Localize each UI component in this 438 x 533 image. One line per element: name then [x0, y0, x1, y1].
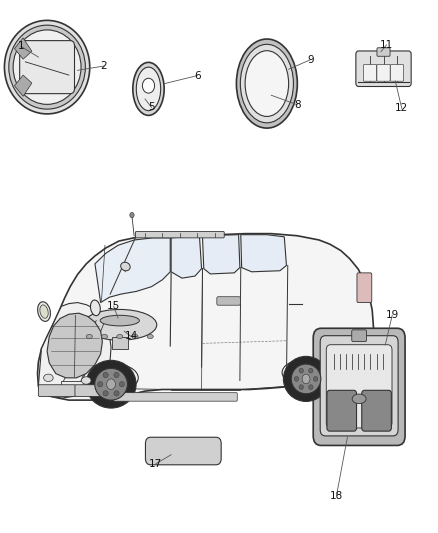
- Text: 2: 2: [100, 61, 107, 71]
- Ellipse shape: [100, 316, 139, 326]
- Ellipse shape: [352, 394, 366, 403]
- Ellipse shape: [98, 382, 103, 387]
- FancyBboxPatch shape: [364, 64, 377, 81]
- Ellipse shape: [114, 373, 119, 378]
- Ellipse shape: [136, 67, 161, 111]
- Ellipse shape: [309, 368, 313, 373]
- Ellipse shape: [84, 364, 138, 392]
- FancyBboxPatch shape: [320, 336, 398, 436]
- Ellipse shape: [86, 334, 92, 338]
- Circle shape: [142, 78, 155, 93]
- FancyBboxPatch shape: [352, 330, 367, 342]
- FancyBboxPatch shape: [377, 48, 390, 56]
- Text: 18: 18: [330, 490, 343, 500]
- Ellipse shape: [103, 391, 108, 396]
- Ellipse shape: [83, 310, 157, 340]
- FancyBboxPatch shape: [390, 64, 404, 81]
- Ellipse shape: [299, 385, 304, 390]
- Text: 19: 19: [385, 310, 399, 320]
- Text: 14: 14: [124, 332, 138, 342]
- Text: 9: 9: [307, 55, 314, 64]
- Ellipse shape: [81, 377, 91, 384]
- Ellipse shape: [4, 20, 90, 114]
- Ellipse shape: [291, 364, 321, 394]
- Ellipse shape: [44, 374, 53, 382]
- FancyBboxPatch shape: [356, 51, 411, 86]
- Ellipse shape: [245, 51, 289, 116]
- Ellipse shape: [103, 373, 108, 378]
- Polygon shape: [202, 235, 240, 274]
- Ellipse shape: [132, 334, 138, 338]
- FancyBboxPatch shape: [20, 41, 74, 94]
- Ellipse shape: [119, 382, 124, 387]
- FancyBboxPatch shape: [313, 328, 405, 446]
- Ellipse shape: [240, 44, 293, 123]
- Polygon shape: [14, 75, 32, 96]
- Polygon shape: [47, 313, 102, 378]
- FancyBboxPatch shape: [75, 385, 108, 397]
- Ellipse shape: [9, 25, 85, 109]
- FancyBboxPatch shape: [217, 297, 240, 305]
- Ellipse shape: [121, 262, 130, 271]
- Circle shape: [130, 213, 134, 217]
- FancyBboxPatch shape: [114, 393, 237, 401]
- Text: 8: 8: [294, 100, 300, 110]
- Text: 6: 6: [194, 70, 201, 80]
- Bar: [112, 337, 127, 349]
- Ellipse shape: [314, 376, 318, 381]
- Ellipse shape: [102, 334, 108, 338]
- FancyBboxPatch shape: [135, 231, 224, 238]
- Text: 5: 5: [148, 102, 155, 112]
- Ellipse shape: [40, 305, 48, 318]
- Text: 15: 15: [107, 301, 120, 311]
- FancyBboxPatch shape: [377, 64, 390, 81]
- Polygon shape: [39, 303, 111, 398]
- Polygon shape: [95, 238, 170, 303]
- FancyBboxPatch shape: [145, 437, 221, 465]
- Bar: [61, 381, 83, 393]
- Ellipse shape: [86, 360, 136, 408]
- Ellipse shape: [13, 30, 81, 104]
- Polygon shape: [14, 38, 32, 59]
- Ellipse shape: [237, 39, 297, 128]
- Ellipse shape: [117, 334, 123, 338]
- Ellipse shape: [282, 359, 330, 386]
- FancyBboxPatch shape: [327, 390, 357, 431]
- Ellipse shape: [133, 62, 164, 115]
- Ellipse shape: [309, 385, 313, 390]
- Polygon shape: [38, 233, 374, 400]
- Ellipse shape: [38, 302, 50, 321]
- Ellipse shape: [283, 357, 328, 401]
- Ellipse shape: [95, 368, 127, 400]
- Ellipse shape: [147, 334, 153, 338]
- Polygon shape: [241, 235, 286, 272]
- Ellipse shape: [114, 391, 119, 396]
- Text: 12: 12: [395, 103, 408, 114]
- Ellipse shape: [294, 376, 299, 381]
- Circle shape: [107, 379, 116, 390]
- Text: 11: 11: [380, 40, 393, 50]
- Circle shape: [302, 374, 310, 384]
- Text: 17: 17: [149, 459, 162, 469]
- FancyBboxPatch shape: [357, 273, 372, 303]
- FancyBboxPatch shape: [362, 390, 391, 431]
- FancyBboxPatch shape: [326, 345, 392, 428]
- Text: 1: 1: [18, 42, 24, 52]
- Ellipse shape: [299, 368, 304, 373]
- FancyBboxPatch shape: [39, 385, 76, 397]
- Ellipse shape: [91, 300, 100, 316]
- Polygon shape: [171, 236, 201, 278]
